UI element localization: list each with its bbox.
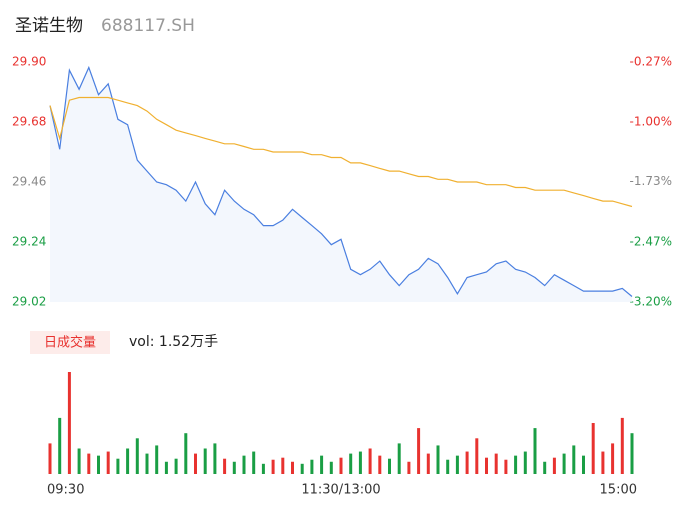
volume-button[interactable] <box>30 331 110 354</box>
volume-bar <box>164 461 168 474</box>
volume-bar <box>378 455 382 474</box>
volume-bar <box>514 455 518 474</box>
average-line <box>49 96 633 208</box>
y-tick-label: 29.02 <box>12 295 46 309</box>
volume-bar <box>475 438 479 474</box>
volume-bar <box>611 443 615 474</box>
volume-bar <box>620 417 624 474</box>
volume-bar <box>213 443 217 474</box>
volume-bar <box>533 428 537 474</box>
volume-bar <box>310 459 314 474</box>
x-tick-label: 09:30 <box>47 483 84 498</box>
y-tick-label: 29.24 <box>12 235 46 249</box>
volume-bar <box>552 457 556 474</box>
volume-bar <box>281 457 285 474</box>
stock-name: 圣诺生物 <box>15 16 83 36</box>
volume-bar <box>485 457 488 474</box>
volume-bar <box>58 417 62 474</box>
volume-bar <box>601 451 605 474</box>
volume-bar <box>349 453 353 474</box>
volume-bar <box>203 448 207 474</box>
volume-bar <box>582 455 585 474</box>
volume-bar <box>87 453 91 474</box>
volume-bar <box>494 453 498 474</box>
volume-bar <box>67 372 71 474</box>
y-tick-label: 29.68 <box>12 115 46 129</box>
volume-bar <box>48 443 52 474</box>
volume-bar <box>261 463 265 474</box>
volume-bar <box>368 448 372 474</box>
volume-bar <box>77 448 81 474</box>
volume-bar <box>407 461 411 474</box>
volume-bar <box>135 438 139 474</box>
y2-tick-label: -0.27% <box>630 55 672 69</box>
volume-bar <box>242 455 246 474</box>
volume-bar <box>97 455 100 474</box>
volume-bar <box>446 459 450 474</box>
volume-bar <box>184 433 188 474</box>
volume-bar <box>523 451 527 474</box>
volume-bar <box>562 453 566 474</box>
y2-tick-label: -2.47% <box>630 235 672 249</box>
volume-bar <box>106 451 110 474</box>
y-tick-label: 29.90 <box>12 55 46 69</box>
volume-bar <box>417 428 421 474</box>
volume-bar <box>145 453 149 474</box>
y2-tick-label: -3.20% <box>630 295 672 309</box>
volume-bar <box>591 423 595 474</box>
volume-bar <box>388 458 391 474</box>
volume-bar <box>252 451 256 474</box>
y-tick-label: 29.46 <box>12 175 46 189</box>
volume-label: vol: 1.52万手 <box>129 334 218 350</box>
price-area <box>50 67 632 302</box>
volume-bar <box>174 458 178 474</box>
price-line <box>49 65 633 297</box>
x-tick-label: 11:30/13:00 <box>301 483 380 498</box>
volume-bar <box>300 463 304 474</box>
volume-bar <box>194 453 197 474</box>
volume-bar <box>116 458 120 474</box>
volume-bar <box>572 445 576 474</box>
volume-bar <box>397 443 401 474</box>
x-tick-label: 15:00 <box>600 483 637 498</box>
volume-bar <box>455 455 459 474</box>
volume-bar <box>329 461 333 474</box>
volume-bar <box>543 461 547 474</box>
volume-bar <box>223 458 227 474</box>
volume-bar <box>126 448 130 474</box>
y2-tick-label: -1.00% <box>630 114 672 128</box>
volume-bar <box>630 433 634 474</box>
volume-bar <box>291 461 294 474</box>
volume-bar <box>504 459 508 474</box>
volume-bar <box>426 453 430 474</box>
volume-bar <box>271 459 275 474</box>
volume-button-label[interactable]: 日成交量 <box>44 335 96 351</box>
y2-tick-label: -1.73% <box>630 174 672 188</box>
volume-bar <box>155 445 159 474</box>
volume-bar <box>339 457 343 474</box>
volume-bar <box>436 445 440 474</box>
volume-bar <box>465 451 469 474</box>
stock-code: 688117.SH <box>101 16 195 36</box>
volume-bar <box>320 455 324 474</box>
volume-bar <box>232 461 236 474</box>
volume-bar <box>358 451 362 474</box>
